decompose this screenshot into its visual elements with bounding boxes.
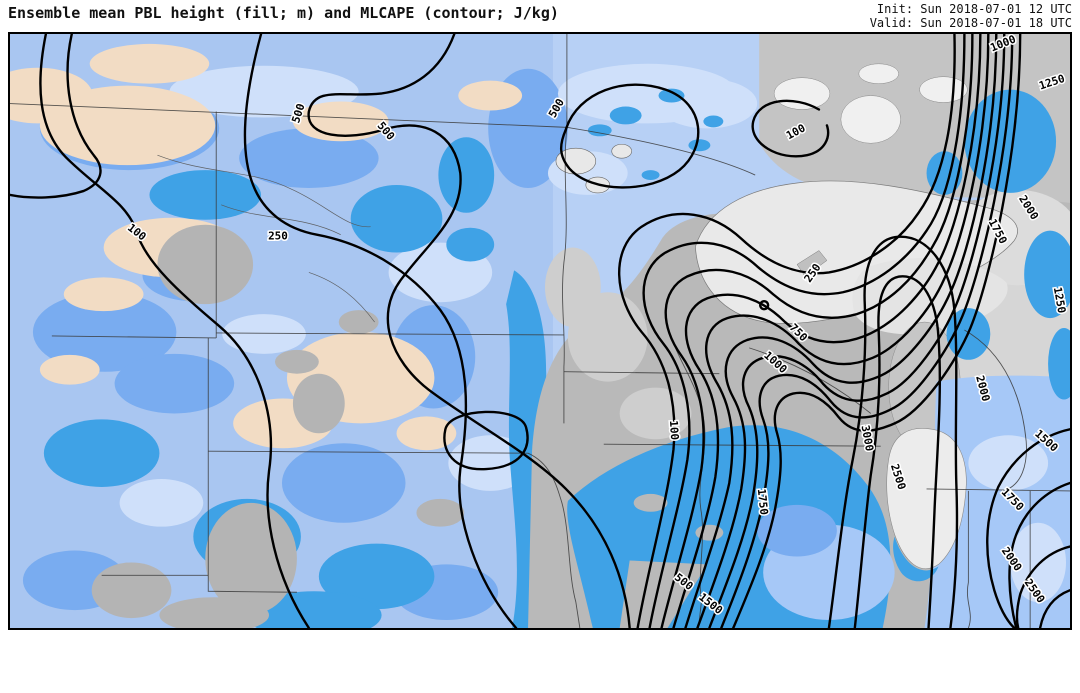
mlcape-contour	[751, 99, 830, 158]
state-border	[208, 450, 581, 628]
fill-region	[159, 597, 270, 628]
fill-region	[396, 416, 457, 451]
contour-label: 100	[667, 420, 681, 441]
mlcape-contour	[853, 275, 942, 628]
state-border	[10, 103, 567, 128]
state-border	[967, 490, 971, 628]
fill-region	[695, 180, 1018, 324]
mlcape-contour	[1015, 545, 1070, 628]
page-title: Ensemble mean PBL height (fill; m) and M…	[8, 4, 559, 22]
mlcape-contour	[986, 428, 1070, 628]
state-border	[51, 335, 217, 339]
mlcape-contour	[732, 34, 1022, 628]
mlcape-contour	[618, 34, 956, 628]
fill-region	[416, 498, 465, 527]
state-border	[566, 126, 756, 176]
fill-region	[587, 124, 612, 137]
state-border	[964, 329, 1027, 490]
weather-map: 500 500 500 100 250 100 1000 1250 2000 1750 250 750…	[8, 32, 1072, 630]
contour-label: 1250	[1051, 286, 1068, 314]
river-line	[308, 272, 375, 323]
mlcape-contour	[720, 34, 1014, 628]
mlcape-contour	[39, 34, 311, 628]
footer: NCAR ensemble.ucar.edu 02505007501000125…	[0, 630, 1080, 693]
fill-region	[919, 76, 968, 103]
fill-region	[757, 504, 837, 557]
fill-region	[964, 89, 1057, 193]
fill-region	[350, 184, 443, 253]
contour-label: 250	[268, 230, 288, 243]
mlcape-contour	[642, 34, 966, 628]
fill-region	[292, 373, 345, 434]
run-times: Init: Sun 2018-07-01 12 UTC Valid: Sun 20…	[870, 2, 1072, 30]
init-time: Init: Sun 2018-07-01 12 UTC	[876, 2, 1072, 16]
mlcape-contour	[243, 34, 518, 628]
fill-region	[1048, 328, 1070, 400]
state-border	[563, 371, 720, 375]
fill-region	[858, 63, 899, 84]
fill-region	[157, 224, 254, 305]
fill-region	[840, 95, 901, 144]
fill-region	[222, 314, 306, 354]
mlcape-contour	[708, 34, 1006, 628]
fill-region	[39, 354, 100, 385]
state-border	[207, 575, 297, 593]
fill-region	[239, 128, 379, 188]
fill-region	[275, 349, 319, 374]
fill-region	[703, 115, 724, 128]
fill-region	[446, 227, 495, 262]
fill-region	[458, 80, 523, 111]
fill-region	[611, 143, 632, 159]
fill-region	[633, 493, 668, 512]
mlcape-contour	[10, 34, 102, 199]
fill-region	[657, 78, 758, 129]
fill-region	[893, 536, 939, 582]
fill-region	[119, 479, 204, 527]
fill-region	[641, 170, 660, 181]
mlcape-contour	[827, 235, 959, 628]
fill-region	[205, 502, 297, 615]
fill-region	[318, 543, 435, 610]
fill-region	[43, 419, 160, 487]
fill-region	[281, 443, 406, 523]
mlcape-contour	[443, 410, 529, 471]
mlcape-contour	[672, 34, 982, 628]
mlcape-contour	[559, 83, 700, 189]
contour-label: 3000	[859, 424, 876, 452]
state-border	[603, 443, 881, 447]
state-border	[562, 127, 568, 424]
fill-region	[609, 106, 642, 125]
fill-region	[149, 170, 262, 220]
fill-region	[688, 139, 711, 152]
fill-region	[114, 353, 235, 414]
fill-region	[544, 247, 601, 328]
fill-region	[292, 101, 389, 142]
mlcape-contour	[758, 300, 770, 311]
mlcape-contour	[696, 34, 998, 628]
mlcape-contour	[307, 34, 631, 628]
mlcape-contour	[684, 34, 990, 628]
river-line	[157, 154, 371, 228]
fill-region	[63, 277, 144, 312]
fill-region	[91, 562, 172, 619]
mlcape-contour	[1008, 481, 1070, 628]
fill-region	[1024, 230, 1070, 319]
fill-region	[438, 137, 495, 213]
mlcape-contour	[660, 34, 974, 628]
fill-region	[89, 43, 210, 84]
mlcape-contour	[1038, 589, 1070, 628]
river-line	[221, 204, 341, 235]
fill-region	[338, 310, 379, 334]
valid-time: Valid: Sun 2018-07-01 18 UTC	[869, 16, 1072, 30]
fill-region	[658, 88, 685, 103]
fill-region	[32, 292, 177, 372]
fill-region	[773, 77, 831, 110]
contour-label: 1750	[755, 488, 771, 516]
